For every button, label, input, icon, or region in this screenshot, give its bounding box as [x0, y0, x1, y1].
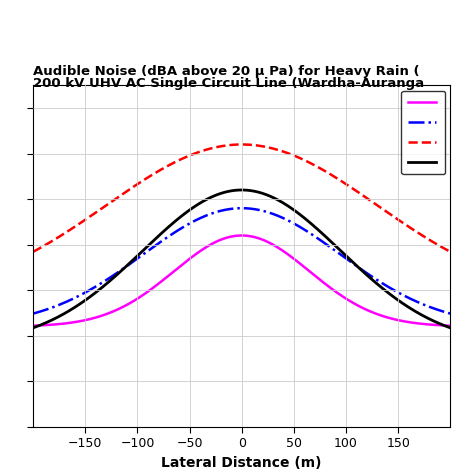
X-axis label: Lateral Distance (m): Lateral Distance (m) — [162, 456, 322, 470]
Legend: , , , : , , , — [401, 91, 445, 174]
Text: 200 kV UHV AC Single Circuit Line (Wardha-Auranga: 200 kV UHV AC Single Circuit Line (Wardh… — [33, 77, 424, 90]
Text: Audible Noise (dBA above 20 μ Pa) for Heavy Rain (: Audible Noise (dBA above 20 μ Pa) for He… — [33, 65, 420, 78]
